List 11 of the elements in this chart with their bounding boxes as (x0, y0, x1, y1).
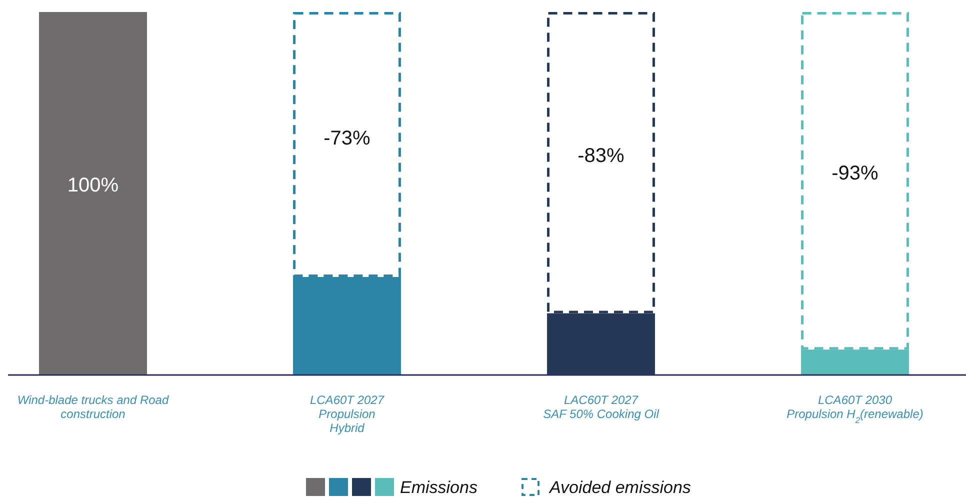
x-tick-label: LAC60T 2027 SAF 50% Cooking Oil (543, 393, 660, 421)
x-tick-label: LCA60T 2030 Propulsion H$_{2}$(renewable) (786, 393, 924, 425)
annotation: -73% (324, 127, 371, 150)
x-tick-label: LCA60T 2027 Propulsion Hybrid (310, 393, 386, 435)
legend-label: Avoided emissions (548, 478, 692, 497)
bar (39, 12, 147, 375)
data-label: 100% (67, 174, 119, 197)
annotation: -83% (578, 144, 625, 167)
annotation: -93% (832, 162, 879, 184)
x-tick-label: Wind-blade trucks and Road construction (17, 393, 169, 421)
legend-label: Emissions (400, 478, 478, 497)
